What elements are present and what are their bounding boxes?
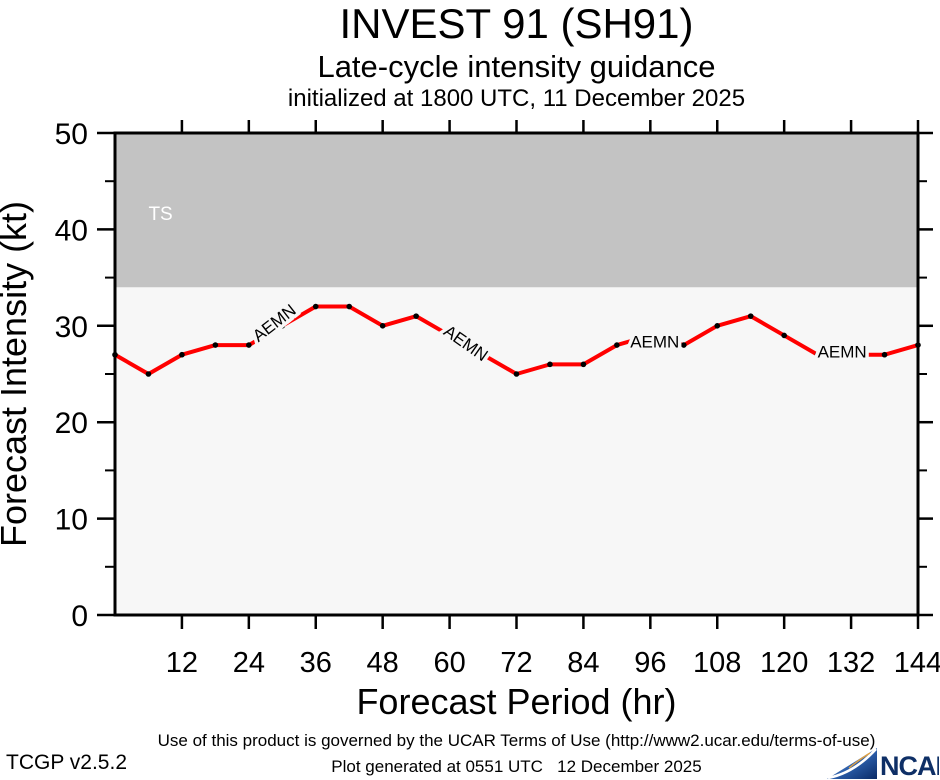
data-point-marker [480, 351, 486, 358]
data-point-marker [547, 361, 553, 368]
ts-region-label: TS [148, 204, 172, 225]
header: INVEST 91 (SH91) Late-cycle intensity gu… [115, 0, 918, 112]
x-axis-title: Forecast Period (hr) [356, 681, 676, 722]
data-point-marker [312, 303, 319, 310]
x-tick-label: 120 [760, 647, 808, 679]
data-point-marker [747, 313, 754, 319]
data-point-marker [112, 351, 118, 358]
ts-threshold-region [115, 133, 918, 288]
x-tick-label: 48 [367, 647, 399, 679]
data-point-marker [580, 361, 587, 368]
data-point-marker [614, 342, 620, 348]
x-tick-label: 72 [500, 647, 532, 679]
plot-frame [113, 131, 920, 617]
data-point-marker [212, 342, 219, 348]
data-point-marker [513, 371, 520, 377]
x-tick-label: 144 [894, 647, 940, 679]
ncar-swoosh-accent [848, 752, 871, 769]
plot-generated-label: Plot generated at 0551 UTC 12 December 2… [331, 757, 702, 776]
ncar-logo: NCAR [827, 748, 939, 780]
data-point-marker [814, 351, 821, 358]
x-tick-label: 60 [433, 647, 465, 679]
data-point-marker [680, 342, 687, 348]
data-point-marker [848, 351, 854, 358]
x-tick-label: 132 [827, 647, 875, 679]
page-subtitle: Late-cycle intensity guidance [317, 49, 716, 84]
x-tick-label: 24 [233, 647, 265, 679]
data-point-marker [915, 342, 921, 348]
data-point-marker [179, 351, 185, 358]
data-point-marker [781, 332, 787, 339]
terms-of-use-text: Use of this product is governed by the U… [157, 731, 876, 750]
y-tick-label: 20 [55, 407, 88, 440]
x-tick-label: 36 [300, 647, 332, 679]
x-tick-label: 84 [567, 647, 599, 679]
ncar-text: NCAR [880, 751, 939, 780]
page-title: INVEST 91 (SH91) [339, 0, 694, 47]
data-point-marker [379, 323, 386, 329]
data-point-marker [413, 313, 419, 319]
ncar-swoosh [827, 748, 877, 780]
y-tick-label: 50 [55, 118, 88, 151]
app-version-label: TCGP v2.5.2 [6, 751, 127, 774]
data-point-marker [346, 303, 353, 310]
data-point-marker [246, 342, 252, 348]
data-point-marker [446, 332, 453, 339]
x-tick-label: 12 [166, 647, 198, 679]
x-tick-label: 108 [693, 647, 741, 679]
y-tick-label: 0 [71, 600, 88, 633]
y-tick-label: 30 [55, 311, 88, 344]
y-tick-label: 40 [55, 214, 88, 247]
y-axis-title: Forecast Intensity (kt) [0, 201, 34, 547]
model-name-label: AEMN [630, 333, 679, 352]
x-tick-label: 96 [634, 647, 666, 679]
init-time-line: initialized at 1800 UTC, 11 December 202… [287, 85, 746, 112]
data-point-marker [145, 371, 152, 377]
y-tick-label: 10 [55, 504, 88, 537]
data-point-marker [647, 332, 654, 339]
model-name-label: AEMN [818, 342, 867, 361]
data-point-marker [714, 323, 721, 329]
data-point-marker [881, 351, 888, 358]
data-point-marker [279, 323, 286, 329]
